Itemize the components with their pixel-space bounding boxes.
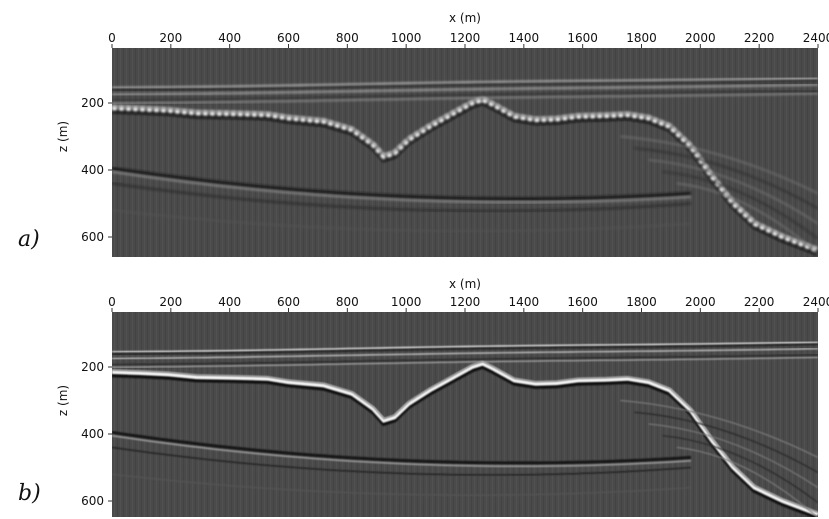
x-tick-label: 400 <box>218 295 241 309</box>
shallow-reflector <box>112 356 818 368</box>
shallow-reflector <box>112 343 818 355</box>
y-axis-title: z (m) <box>56 385 70 416</box>
panel-a: 0 200 400 600 800 1000 1200 1400 1600 1800 2000 220… <box>18 11 829 257</box>
x-axis: 0 200 400 600 800 1000 1200 1400 1600 1800 2000 220… <box>108 31 829 48</box>
shallow-reflector <box>112 90 818 102</box>
deep-reflector <box>112 209 691 232</box>
x-tick-label: 1600 <box>567 31 598 45</box>
panel-label: a) <box>18 227 40 252</box>
x-tick-label: 1800 <box>626 31 657 45</box>
shallow-reflector <box>112 84 818 96</box>
panel-label: b) <box>18 481 41 506</box>
panel-b: 0 200 400 600 800 1000 1200 1400 1600 1800 2000 220… <box>18 277 829 517</box>
x-tick-label: 200 <box>159 31 182 45</box>
x-tick-label: 0 <box>108 295 116 309</box>
x-tick-label: 1200 <box>450 31 481 45</box>
x-tick-label: 2400 <box>803 31 829 45</box>
y-tick-label: 600 <box>81 494 104 508</box>
x-tick-label: 2000 <box>685 295 716 309</box>
x-tick-label: 1200 <box>450 295 481 309</box>
x-tick-label: 2400 <box>803 295 829 309</box>
shallow-reflector <box>112 77 818 89</box>
flank-reflector <box>620 399 818 458</box>
y-axis: 200 400 600 <box>81 96 112 244</box>
flank-reflector <box>676 446 818 517</box>
x-tick-label: 1400 <box>509 295 540 309</box>
x-tick-label: 200 <box>159 295 182 309</box>
seismic-image-background <box>112 312 818 517</box>
y-tick-label: 400 <box>81 427 104 441</box>
x-tick-label: 1000 <box>391 31 422 45</box>
shallow-reflector <box>112 79 818 91</box>
x-tick-label: 0 <box>108 31 116 45</box>
salt-top-bright-reflector <box>112 97 818 253</box>
y-tick-label: 200 <box>81 360 104 374</box>
y-axis-title: z (m) <box>56 121 70 152</box>
flank-reflector <box>662 171 818 240</box>
x-tick-label: 600 <box>277 31 300 45</box>
flank-reflector <box>648 159 818 225</box>
shallow-reflector <box>112 92 818 104</box>
deep-reflector <box>112 182 691 212</box>
y-tick-label: 600 <box>81 230 104 244</box>
salt-top-secondary-reflector <box>112 96 818 250</box>
flank-reflector <box>676 182 818 255</box>
flank-reflector <box>648 423 818 489</box>
x-axis: 0 200 400 600 800 1000 1200 1400 1600 1800 2000 220… <box>108 295 829 312</box>
deep-reflector <box>112 170 691 204</box>
x-tick-label: 400 <box>218 31 241 45</box>
seismic-reflectors <box>112 77 818 256</box>
deep-reflector <box>112 430 691 465</box>
x-tick-label: 600 <box>277 295 300 309</box>
y-tick-label: 400 <box>81 163 104 177</box>
flank-reflector <box>634 147 818 210</box>
y-tick-label: 200 <box>81 96 104 110</box>
flank-reflector <box>620 135 818 194</box>
deep-reflector <box>112 166 691 201</box>
deep-reflector <box>112 434 691 468</box>
flank-reflector <box>634 411 818 474</box>
x-tick-label: 2200 <box>744 31 775 45</box>
x-tick-label: 800 <box>336 31 359 45</box>
x-tick-label: 2000 <box>685 31 716 45</box>
x-axis-title: x (m) <box>449 277 481 291</box>
salt-top-secondary-reflector <box>112 360 818 514</box>
shallow-reflector <box>112 354 818 366</box>
x-tick-label: 1800 <box>626 295 657 309</box>
x-tick-label: 1600 <box>567 295 598 309</box>
deep-reflector <box>112 473 691 496</box>
seismic-reflectors <box>112 341 818 517</box>
x-tick-label: 800 <box>336 295 359 309</box>
flank-reflector <box>662 435 818 504</box>
x-tick-label: 1400 <box>509 31 540 45</box>
shallow-reflector <box>112 341 818 353</box>
deep-reflector <box>112 446 691 476</box>
x-axis-title: x (m) <box>449 11 481 25</box>
shallow-reflector <box>112 348 818 360</box>
x-tick-label: 1000 <box>391 295 422 309</box>
salt-top-bright-reflector <box>112 361 818 517</box>
x-tick-label: 2200 <box>744 295 775 309</box>
y-axis: 200 400 600 <box>81 360 112 508</box>
